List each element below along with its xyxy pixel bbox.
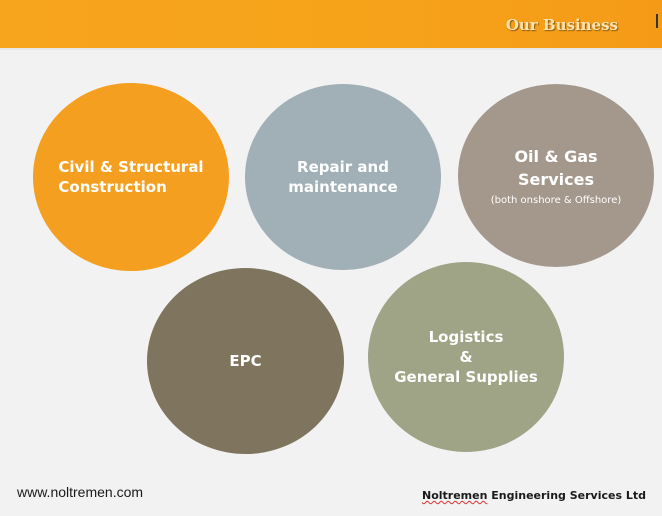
civil-line2: Construction bbox=[58, 178, 167, 196]
oil-line1: Oil & Gas bbox=[514, 147, 598, 166]
company-name: Noltremen Engineering Services Ltd bbox=[422, 489, 646, 502]
header-bar: Our Business bbox=[0, 0, 662, 50]
epc-bubble: EPC bbox=[147, 268, 344, 454]
company-name-first-word: Noltremen bbox=[422, 489, 488, 502]
oil-gas-bubble: Oil & Gas Services (both onshore & Offsh… bbox=[458, 84, 654, 267]
logistics-line1: Logistics bbox=[428, 328, 504, 346]
text-cursor bbox=[656, 14, 662, 28]
oil-line2: Services bbox=[517, 170, 595, 189]
website-url: www.noltremen.com bbox=[17, 484, 144, 500]
company-name-rest: Engineering Services Ltd bbox=[487, 489, 646, 502]
slide-title: Our Business bbox=[505, 16, 618, 34]
logistics-line3: General Supplies bbox=[394, 368, 538, 386]
logistics-line2: & bbox=[459, 348, 473, 366]
repair-line1: Repair and bbox=[297, 158, 389, 176]
civil-structural-bubble: Civil & Structural Construction bbox=[33, 83, 229, 271]
oil-subtitle: (both onshore & Offshore) bbox=[490, 195, 622, 206]
repair-maintenance-bubble: Repair and maintenance bbox=[245, 84, 441, 270]
civil-line1: Civil & Structural bbox=[58, 158, 204, 176]
epc-label: EPC bbox=[229, 352, 262, 370]
logistics-bubble: Logistics & General Supplies bbox=[368, 262, 564, 452]
repair-line2: maintenance bbox=[288, 178, 398, 196]
